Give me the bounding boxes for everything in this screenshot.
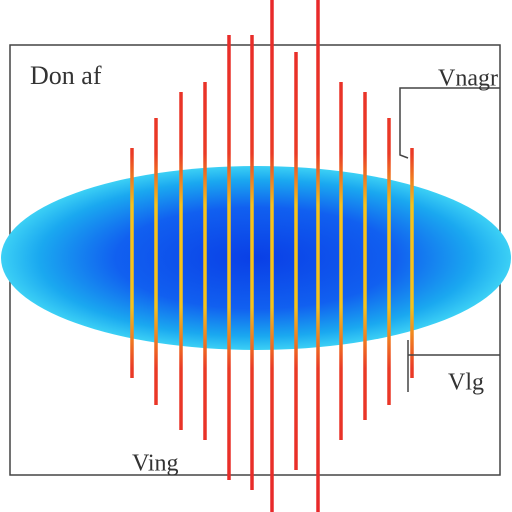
- label: Vnagr: [438, 66, 498, 92]
- leader-line: [399, 87, 500, 159]
- field-ellipse: [1, 166, 511, 350]
- field-lines: [130, 0, 414, 512]
- label: Don af: [30, 61, 102, 90]
- label: Vlg: [448, 370, 484, 396]
- label: Ving: [132, 451, 179, 477]
